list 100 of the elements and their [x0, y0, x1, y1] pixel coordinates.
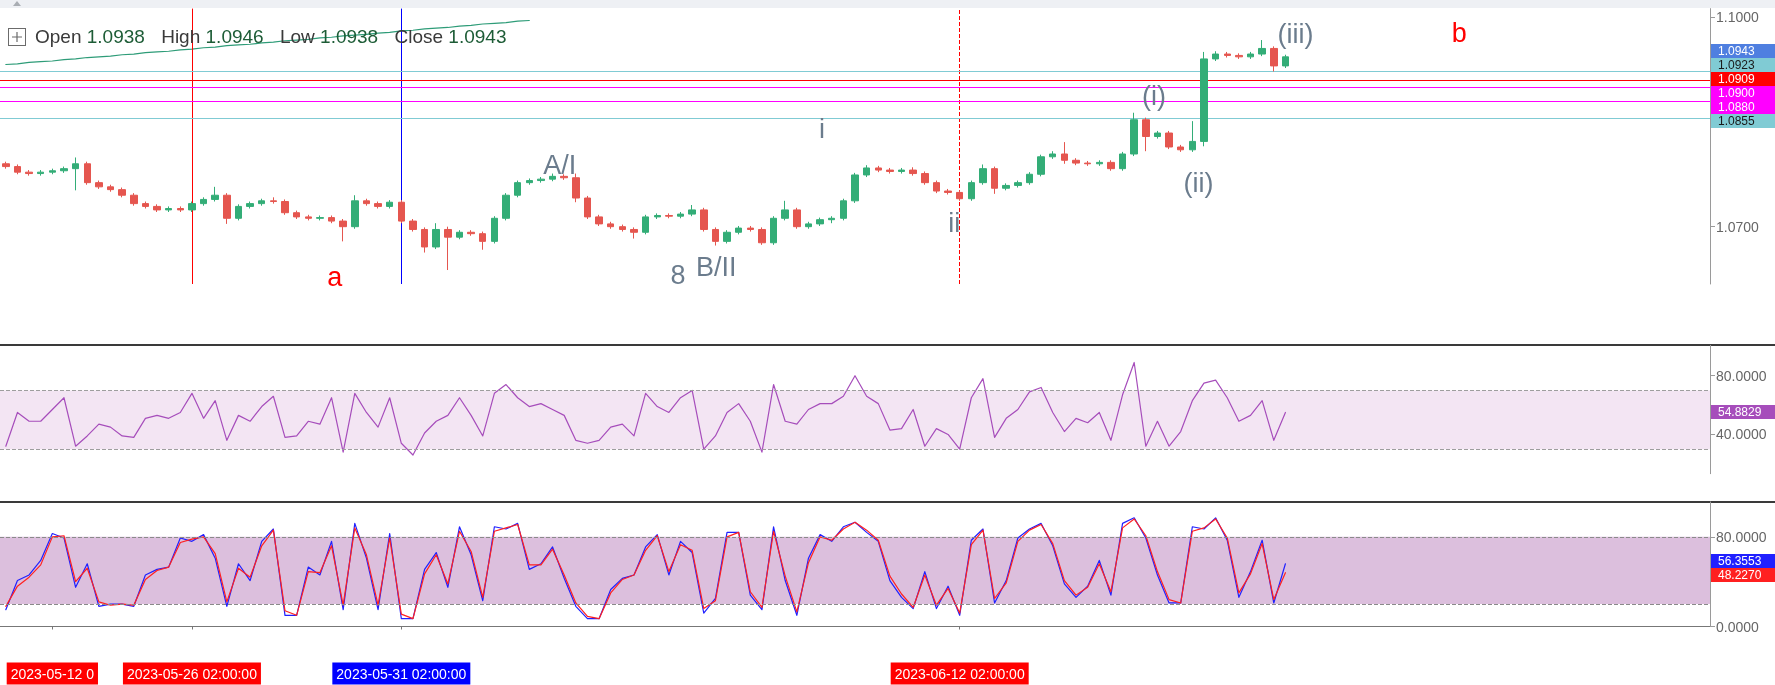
candlestick: [1014, 180, 1022, 189]
x-tick-label: 2023-05-31 02:00:00: [336, 665, 467, 682]
candlestick: [1189, 120, 1196, 153]
candlestick: [514, 180, 521, 198]
ref-line-label: 1.0880: [1711, 99, 1775, 114]
candlestick: [130, 192, 138, 207]
candlestick: [339, 218, 347, 242]
text: 56.3553: [1711, 554, 1775, 569]
candlestick: [1037, 154, 1045, 177]
text: 54.8829: [1711, 405, 1775, 420]
candlestick: [665, 212, 673, 219]
candlestick: [560, 173, 568, 181]
candlestick: [1154, 130, 1161, 140]
candlestick: [432, 222, 440, 250]
candlestick: [1002, 182, 1010, 191]
candlestick: [1061, 141, 1068, 165]
candlestick: [25, 169, 33, 177]
annotation: A/I: [543, 149, 577, 180]
annotation: (iii): [1277, 18, 1314, 49]
candlestick: [153, 203, 161, 213]
candlestick: [386, 199, 393, 210]
candlestick: [875, 165, 882, 173]
candlestick: [758, 226, 766, 246]
candlestick: [1107, 159, 1115, 172]
annotation: (ii): [1183, 167, 1214, 198]
candlestick: [781, 200, 789, 221]
candlestick: [1200, 51, 1208, 147]
candlestick: [1177, 144, 1184, 153]
candlestick: [281, 198, 289, 216]
candlestick: [351, 194, 359, 230]
candlestick: [933, 180, 940, 194]
candlestick: [607, 221, 614, 230]
candlestick: [677, 211, 684, 219]
candlestick: [851, 172, 859, 204]
candlestick: [1224, 51, 1231, 59]
candlestick: [235, 203, 242, 221]
candlestick: [491, 215, 498, 244]
candlestick: [805, 221, 812, 230]
y-tick-label: 1.0700: [1716, 218, 1760, 235]
candlestick: [1212, 50, 1219, 62]
candlestick: [886, 167, 894, 175]
text: 1.0943: [1711, 43, 1775, 58]
x-tick-label: 2023-05-26 02:00:00: [126, 665, 258, 682]
candlestick: [863, 164, 870, 178]
candlestick: [2, 161, 10, 170]
candlestick: [502, 192, 510, 221]
candlestick: [142, 201, 149, 210]
y-tick-label: 40.0000: [1716, 426, 1767, 443]
candlestick: [118, 187, 126, 198]
candlestick: [1084, 160, 1091, 167]
candlestick: [14, 163, 21, 175]
candlestick: [305, 214, 312, 221]
annotation: i: [818, 113, 825, 144]
ref-line-label: 1.0855: [1711, 113, 1775, 128]
candlestick: [72, 156, 79, 191]
y-tick-label: 1.1000: [1716, 8, 1760, 25]
candlestick: [642, 214, 649, 235]
candlestick: [630, 226, 638, 240]
candlestick: [1282, 54, 1289, 69]
candlestick: [270, 196, 277, 205]
candlestick: [60, 166, 68, 174]
candlestick: [1096, 159, 1103, 167]
candlestick: [840, 198, 847, 221]
ref-line-label: 1.0909: [1711, 71, 1775, 86]
candlestick: [700, 207, 708, 233]
y-tick-label: 0.0000: [1716, 618, 1760, 635]
candlestick: [584, 195, 591, 220]
candlestick: [328, 215, 335, 224]
candlestick: [1072, 157, 1080, 166]
x-tick-label: 2023-06-12 02:00:00: [894, 665, 1025, 682]
candlestick: [1049, 150, 1056, 160]
candlestick: [258, 198, 265, 207]
candlestick: [165, 205, 172, 213]
annotation: ii: [948, 207, 961, 238]
candlestick: [654, 212, 661, 220]
candlestick: [595, 214, 603, 227]
candlestick: [211, 186, 219, 203]
candlestick: [107, 184, 114, 193]
line-series: [5, 361, 1287, 456]
candlestick: [968, 180, 975, 202]
candlestick: [421, 226, 428, 254]
candlestick: [688, 204, 696, 217]
y-tick-label: 80.0000: [1716, 367, 1767, 384]
candlestick: [1235, 52, 1243, 60]
annotation: B/II: [696, 251, 737, 282]
candlestick: [921, 170, 929, 186]
candlestick: [712, 226, 719, 247]
line-series: [5, 19, 530, 66]
candlestick: [898, 167, 905, 175]
x-tick-label: 2023-05-12 0: [10, 665, 95, 682]
candlestick: [991, 166, 998, 195]
candlestick: [828, 215, 835, 224]
candlestick: [409, 218, 417, 233]
candlestick: [293, 210, 300, 220]
candlestick: [84, 161, 91, 186]
candlestick: [770, 215, 777, 246]
candlestick: [723, 229, 731, 244]
candlestick: [200, 196, 207, 207]
candlestick: [747, 225, 754, 233]
candlestick: [793, 207, 801, 230]
